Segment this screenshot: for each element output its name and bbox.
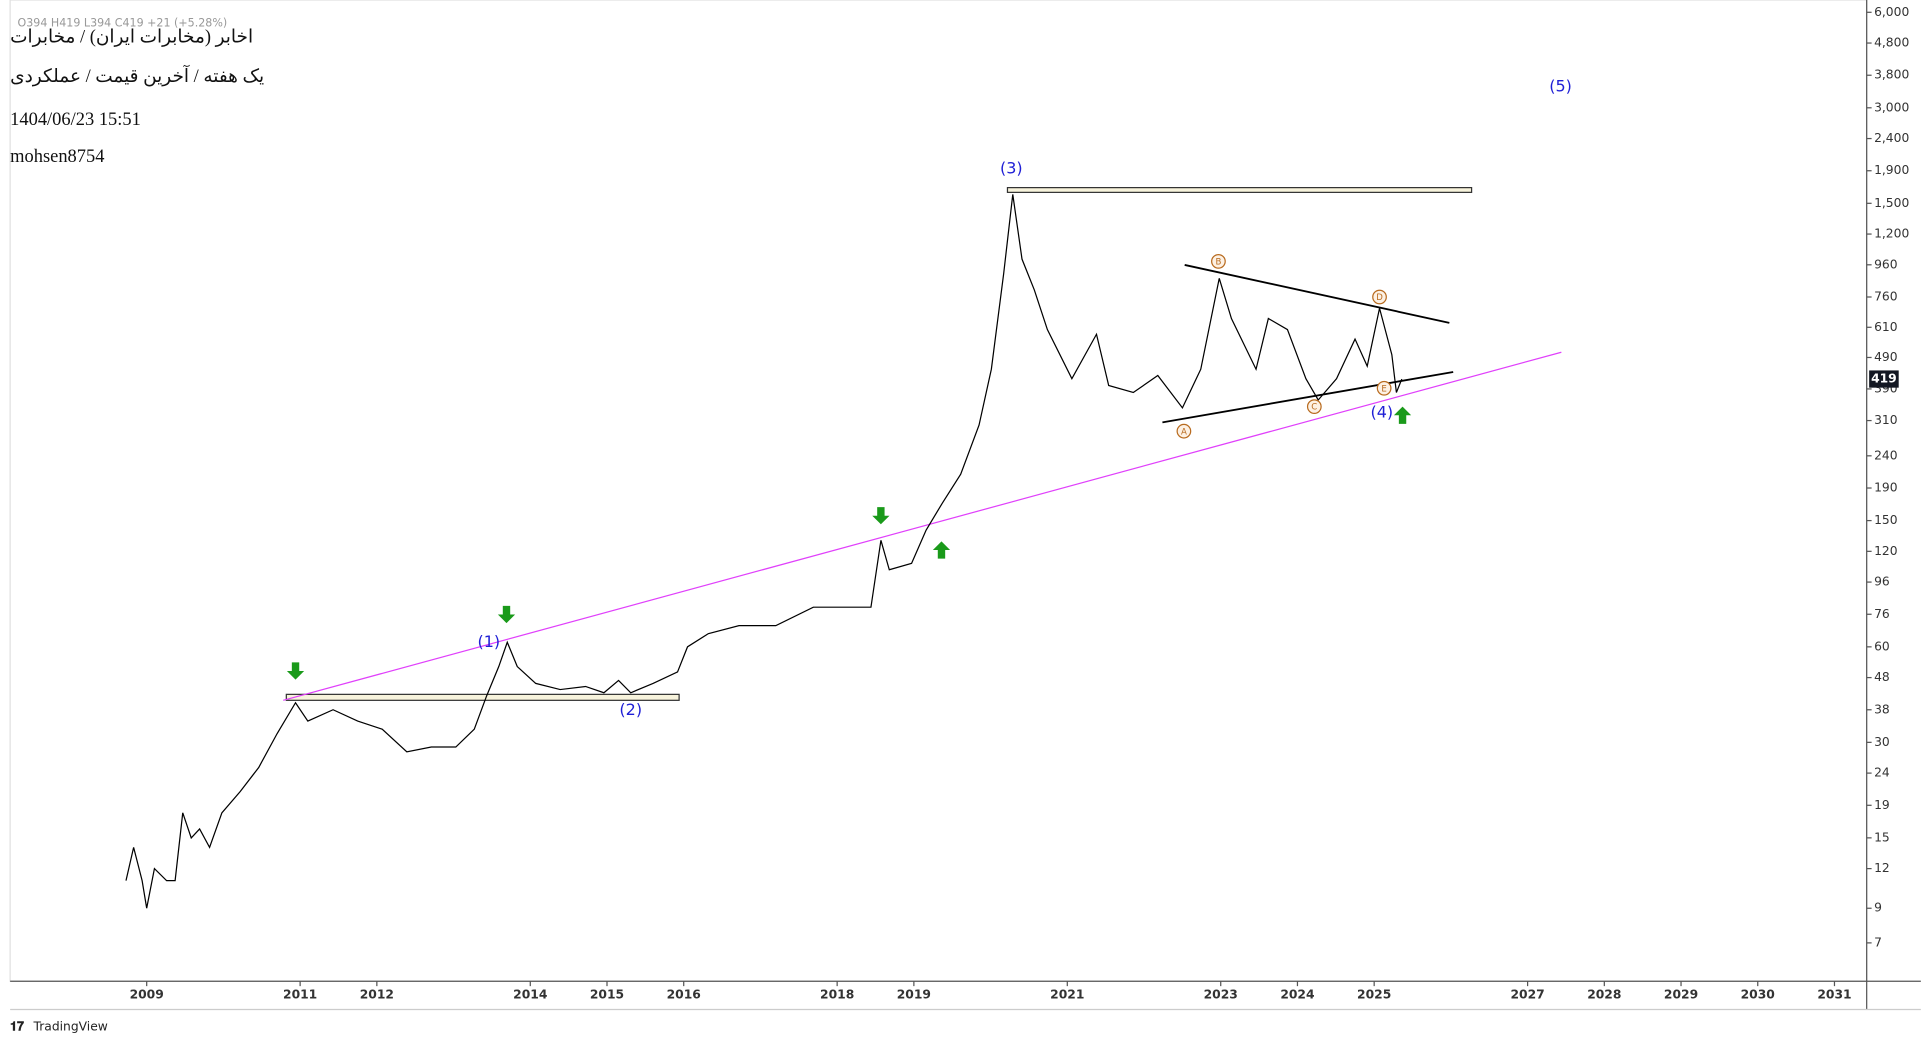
signal-arrow xyxy=(497,605,516,624)
y-tick-label: 15 xyxy=(1874,830,1890,844)
y-tick-label: 76 xyxy=(1874,607,1890,621)
y-tick-label: 1,500 xyxy=(1874,196,1909,210)
title: اخابر (مخابرات ایران) / مخابرات xyxy=(10,26,253,47)
y-tick-label: 4,800 xyxy=(1874,36,1909,50)
x-tick-label: 2011 xyxy=(283,987,317,1001)
x-tick-label: 2016 xyxy=(667,987,701,1001)
plot-area xyxy=(9,0,1868,982)
y-tick-label: 48 xyxy=(1874,670,1890,684)
last-price-box xyxy=(1869,370,1899,388)
y-tick-label: 3,800 xyxy=(1874,68,1909,82)
y-tick-label: 960 xyxy=(1874,257,1897,271)
x-tick-label: 2027 xyxy=(1510,987,1544,1001)
y-tick-label: 60 xyxy=(1874,639,1890,653)
y-tick-label: 490 xyxy=(1874,350,1897,364)
y-tick-label: 1,900 xyxy=(1874,163,1909,177)
y-tick-label: 38 xyxy=(1874,702,1890,716)
x-tick-label: 2012 xyxy=(360,987,394,1001)
y-tick-label: 150 xyxy=(1874,513,1897,527)
x-tick-label: 2014 xyxy=(513,987,547,1001)
zone xyxy=(285,693,680,701)
y-tick-label: 24 xyxy=(1874,766,1890,780)
last-price-label: 419 xyxy=(1871,372,1897,386)
y-tick-label: 96 xyxy=(1874,575,1890,589)
point-label: C xyxy=(1311,403,1317,413)
zone xyxy=(1006,187,1473,193)
subtitle: یک هفته / آخرین قیمت / عملکردی xyxy=(10,65,264,87)
y-tick-label: 760 xyxy=(1874,289,1897,303)
point-label: E xyxy=(1381,384,1386,394)
point-marker xyxy=(1372,289,1387,305)
author: mohsen8754 xyxy=(10,146,104,166)
point-marker xyxy=(1211,254,1226,269)
y-tick-label: 3,000 xyxy=(1874,100,1909,114)
x-tick-label: 2021 xyxy=(1050,987,1084,1001)
wave-label: (1) xyxy=(478,632,501,651)
y-tick-label: 9 xyxy=(1874,901,1882,915)
x-tick-label: 2030 xyxy=(1741,987,1775,1001)
x-tick-label: 2025 xyxy=(1357,987,1391,1001)
y-tick-label: 12 xyxy=(1874,861,1890,875)
point-label: D xyxy=(1376,293,1383,303)
y-tick-label: 610 xyxy=(1874,320,1897,334)
y-tick-label: 7 xyxy=(1874,935,1882,949)
x-tick-label: 2023 xyxy=(1204,987,1238,1001)
price-line xyxy=(125,194,1403,909)
x-tick-label: 2015 xyxy=(590,987,624,1001)
x-tick-label: 2024 xyxy=(1280,987,1314,1001)
y-tick-label: 120 xyxy=(1874,544,1897,558)
y-tick-label: 190 xyxy=(1874,481,1897,495)
wave-label: (5) xyxy=(1549,76,1572,95)
wave-label: (2) xyxy=(619,700,642,719)
x-tick-label: 2029 xyxy=(1664,987,1698,1001)
point-label: B xyxy=(1215,258,1221,268)
x-tick-label: 2019 xyxy=(897,987,931,1001)
y-tick-label: 240 xyxy=(1874,448,1897,462)
x-tick-label: 2028 xyxy=(1587,987,1621,1001)
y-tick-label: 1,200 xyxy=(1874,227,1909,241)
wave-label: (4) xyxy=(1371,402,1394,421)
y-tick-label: 2,400 xyxy=(1874,131,1909,145)
timestamp: 1404/06/23 15:51 xyxy=(10,109,141,129)
trend-line xyxy=(1184,264,1450,324)
ohlc: O394 H419 L394 C419 +21 (+5.28%) xyxy=(18,16,228,29)
trend-line xyxy=(283,351,1562,701)
point-marker xyxy=(1376,380,1392,396)
signal-arrow xyxy=(872,507,890,525)
y-tick-label: 6,000 xyxy=(1874,5,1909,19)
x-tick-label: 2009 xyxy=(130,987,164,1001)
point-label: A xyxy=(1181,427,1187,437)
y-tick-label: 310 xyxy=(1874,413,1897,427)
point-marker xyxy=(1176,423,1192,439)
y-tick-label: 19 xyxy=(1874,798,1890,812)
y-tick-label: 30 xyxy=(1874,735,1890,749)
x-tick-label: 2018 xyxy=(820,987,854,1001)
trend-line xyxy=(1162,371,1454,424)
point-marker xyxy=(1306,399,1322,415)
x-tick-label: 2031 xyxy=(1817,987,1851,1001)
branding: TradingView xyxy=(33,1019,108,1033)
signal-arrow xyxy=(1393,406,1412,424)
wave-label: (3) xyxy=(1000,159,1023,178)
logo: 𝟏𝟕 xyxy=(10,1019,24,1033)
signal-arrow xyxy=(932,541,951,559)
